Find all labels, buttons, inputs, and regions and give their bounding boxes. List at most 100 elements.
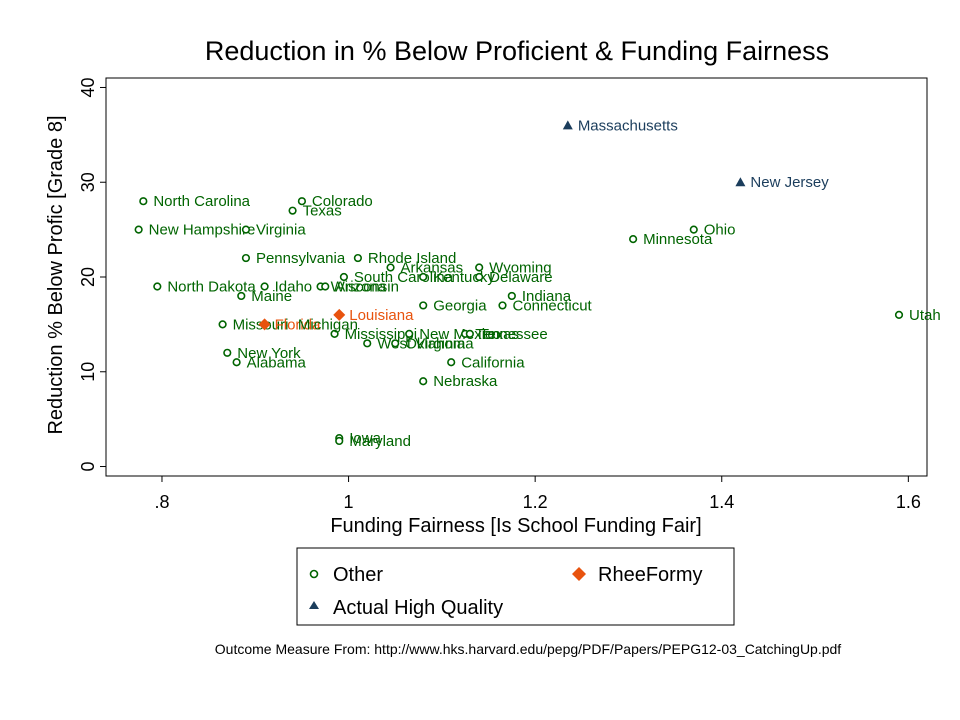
data-point — [288, 206, 297, 215]
data-point — [258, 318, 271, 331]
x-tick-label: 1.6 — [896, 492, 921, 512]
data-point-label: Maryland — [349, 433, 411, 450]
data-point-label: Texas — [480, 326, 519, 343]
data-point-label: New Hampshire — [149, 222, 256, 239]
data-point — [498, 301, 507, 310]
data-point — [419, 377, 428, 386]
data-point — [562, 120, 573, 130]
x-axis: .8 1 1.2 1.4 1.6 — [154, 476, 921, 512]
data-point-label: Delaware — [489, 269, 552, 286]
data-point — [363, 339, 372, 348]
data-point — [237, 291, 246, 301]
data-point-label: Tennessee — [475, 326, 548, 343]
data-point-label: New Mexico — [419, 326, 501, 343]
data-point-label: Louisiana — [349, 307, 414, 324]
data-point — [330, 329, 339, 338]
data-point-label: Maine — [251, 288, 292, 305]
data-point — [260, 282, 269, 291]
data-point-label: Kentucky — [433, 269, 495, 286]
data-point — [134, 225, 143, 234]
legend: Other RheeFormy Actual High Quality — [296, 547, 735, 626]
legend-other-label: Other — [333, 564, 383, 586]
data-point-label: Indiana — [522, 288, 572, 305]
x-tick-label: 1.4 — [709, 492, 734, 512]
data-point — [232, 358, 241, 367]
data-point-label: Mississippi — [345, 326, 418, 343]
data-point — [297, 197, 307, 206]
data-point — [475, 272, 484, 282]
data-point-label: Pennsylvania — [256, 250, 346, 267]
x-tick-label: 1.2 — [523, 492, 548, 512]
legend-other-marker-icon — [309, 569, 319, 579]
data-point-label: Rhode Island — [368, 250, 456, 267]
legend-rheeformy-marker-icon — [572, 567, 586, 581]
data-point-label: Georgia — [433, 297, 487, 314]
data-point — [333, 308, 346, 321]
data-point-label: Arizona — [335, 278, 387, 295]
data-point-label: Massachusetts — [578, 117, 678, 134]
y-axis-title: Reduction % Below Profic [Grade 8] — [45, 115, 67, 434]
data-point-label: Nebraska — [433, 373, 498, 390]
data-point — [735, 177, 746, 187]
data-point — [419, 301, 428, 310]
x-tick-label: 1 — [344, 492, 354, 512]
data-point-label: Idaho — [275, 278, 313, 295]
data-point-label: Utah — [909, 307, 941, 324]
data-point — [689, 225, 698, 234]
legend-high-quality-label: Actual High Quality — [333, 597, 503, 619]
y-tick-label: 10 — [78, 362, 98, 382]
data-point-label: South Carolina — [354, 269, 454, 286]
data-point — [629, 234, 638, 244]
y-tick-label: 20 — [78, 267, 98, 287]
chart-title: Reduction in % Below Proficient & Fundin… — [205, 36, 829, 66]
data-point — [335, 436, 344, 446]
legend-rheeformy-label: RheeFormy — [598, 564, 702, 586]
data-point — [475, 263, 484, 272]
data-point-label: Michigan — [298, 316, 358, 333]
data-point-label: North Carolina — [153, 193, 250, 210]
data-point — [139, 197, 148, 206]
data-point-label: North Dakota — [167, 278, 256, 295]
data-point — [465, 329, 474, 338]
y-tick-label: 40 — [78, 77, 98, 97]
data-point — [153, 282, 162, 291]
data-point — [353, 253, 362, 263]
data-point — [507, 291, 516, 301]
source-footnote: Outcome Measure From: http://www.hks.har… — [215, 641, 842, 657]
x-axis-title: Funding Fairness [Is School Funding Fair… — [330, 515, 701, 537]
data-point-label: Florida — [275, 316, 322, 333]
data-point — [419, 272, 428, 282]
data-point-label: Ohio — [704, 222, 736, 239]
data-point-label: Wisconsin — [331, 278, 399, 295]
x-tick-label: .8 — [154, 492, 169, 512]
data-point — [339, 272, 349, 282]
data-point-label: Arkansas — [401, 260, 464, 277]
data-point — [218, 320, 227, 329]
data-point-label: Iowa — [349, 430, 381, 447]
data-point-label: Virginia — [256, 222, 306, 239]
data-point-label: Alabama — [247, 354, 307, 371]
data-point — [894, 310, 904, 320]
data-point-label: West Virginia — [377, 335, 465, 352]
data-point-label: Texas — [303, 203, 342, 220]
data-point — [241, 225, 251, 234]
y-axis: 0 10 20 30 40 — [78, 77, 106, 472]
data-point-label: California — [461, 354, 525, 371]
data-point-label: Minnesota — [643, 231, 713, 248]
legend-box — [296, 547, 735, 626]
data-point-label: New Jersey — [750, 174, 829, 191]
data-point — [405, 329, 414, 338]
data-point-label: New York — [237, 345, 301, 362]
data-point — [321, 282, 330, 291]
data-point — [391, 339, 400, 348]
data-point-label: Colorado — [312, 193, 373, 210]
data-point — [223, 348, 232, 357]
y-tick-label: 0 — [78, 462, 98, 472]
data-point-label: Connecticut — [513, 297, 593, 314]
data-point — [386, 263, 395, 272]
data-point-label: Oklahoma — [405, 335, 474, 352]
data-point-label: Wyoming — [489, 260, 551, 277]
data-point — [241, 253, 251, 263]
